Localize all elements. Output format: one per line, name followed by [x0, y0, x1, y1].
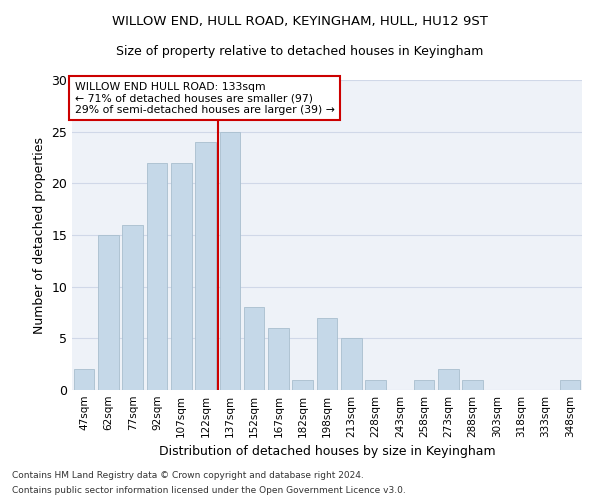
Text: Contains public sector information licensed under the Open Government Licence v3: Contains public sector information licen… [12, 486, 406, 495]
Text: Size of property relative to detached houses in Keyingham: Size of property relative to detached ho… [116, 45, 484, 58]
Bar [438, 370, 459, 390]
X-axis label: Distribution of detached houses by size in Keyingham: Distribution of detached houses by size … [158, 446, 496, 458]
Bar [365, 380, 386, 390]
Bar [74, 370, 94, 390]
Bar [317, 318, 337, 390]
Bar [463, 380, 483, 390]
Text: Contains HM Land Registry data © Crown copyright and database right 2024.: Contains HM Land Registry data © Crown c… [12, 471, 364, 480]
Bar [220, 132, 240, 390]
Y-axis label: Number of detached properties: Number of detached properties [33, 136, 46, 334]
Bar [195, 142, 216, 390]
Bar [171, 162, 191, 390]
Bar [244, 308, 265, 390]
Bar [341, 338, 362, 390]
Bar [292, 380, 313, 390]
Text: WILLOW END, HULL ROAD, KEYINGHAM, HULL, HU12 9ST: WILLOW END, HULL ROAD, KEYINGHAM, HULL, … [112, 15, 488, 28]
Bar [146, 162, 167, 390]
Bar [98, 235, 119, 390]
Bar [414, 380, 434, 390]
Bar [560, 380, 580, 390]
Text: WILLOW END HULL ROAD: 133sqm
← 71% of detached houses are smaller (97)
29% of se: WILLOW END HULL ROAD: 133sqm ← 71% of de… [74, 82, 334, 115]
Bar [122, 224, 143, 390]
Bar [268, 328, 289, 390]
